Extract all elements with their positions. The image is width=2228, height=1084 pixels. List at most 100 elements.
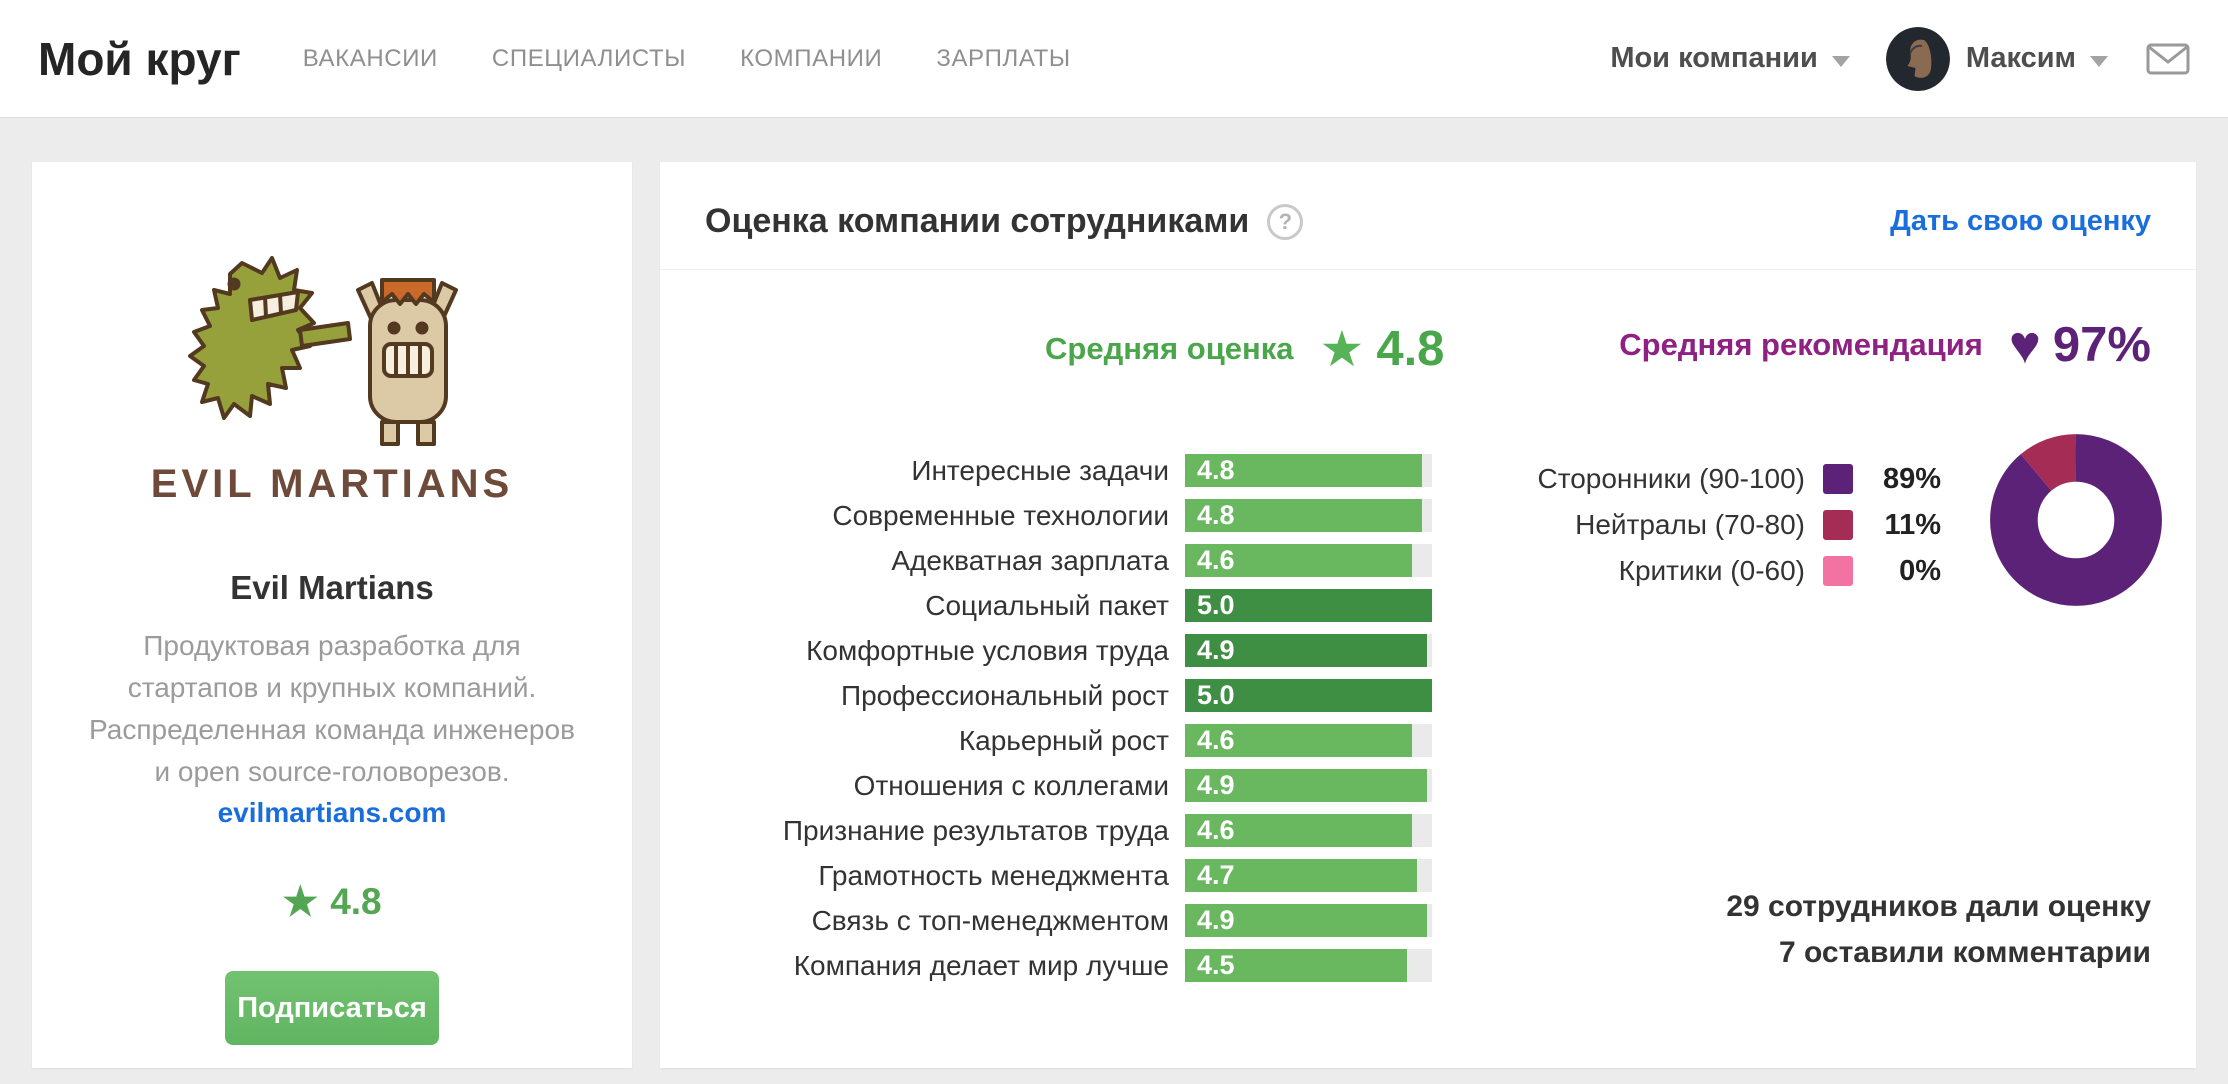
legend-color-swatch — [1823, 556, 1853, 586]
company-website-link[interactable]: evilmartians.com — [217, 797, 447, 828]
panel-header: Оценка компании сотрудниками ? Дать свою… — [660, 162, 2196, 270]
legend-row: Критики (0-60) 0% — [1445, 554, 1941, 588]
rating-value: 4.5 — [1197, 950, 1235, 980]
chevron-down-icon — [1831, 55, 1850, 67]
rating-value: 4.6 — [1197, 815, 1235, 845]
company-card: EVIL MARTIANS Evil Martians Продуктовая … — [32, 162, 632, 1068]
rating-row: Интересные задачи 4.8 — [705, 454, 1432, 487]
rating-value: 4.7 — [1197, 860, 1235, 890]
user-avatar[interactable] — [1885, 26, 1950, 91]
rating-category-label: Карьерный рост — [958, 724, 1169, 756]
rating-category-label: Комфортные условия труда — [806, 634, 1169, 666]
main-content: EVIL MARTIANS Evil Martians Продуктовая … — [0, 118, 2228, 1068]
recommendation-donut-chart — [1988, 432, 2164, 608]
rating-bar-track: 4.6 — [1185, 724, 1432, 757]
company-name: Evil Martians — [230, 569, 434, 606]
rating-bar-track: 4.9 — [1185, 904, 1432, 937]
rating-bar-track: 4.9 — [1185, 634, 1432, 667]
rating-row: Адекватная зарплата 4.6 — [705, 544, 1432, 577]
rating-row: Профессиональный рост 5.0 — [705, 679, 1432, 712]
rating-row: Признание результатов труда 4.6 — [705, 814, 1432, 847]
company-rating-value: 4.8 — [330, 881, 382, 922]
rating-bar-fill: 5.0 — [1185, 589, 1432, 622]
panel-title: Оценка компании сотрудниками — [705, 202, 1250, 240]
mail-icon — [2146, 43, 2190, 74]
header-right: Мои компании Максим — [1610, 26, 2190, 91]
my-companies-menu[interactable]: Мои компании — [1610, 42, 1850, 75]
rating-bar-fill: 4.9 — [1185, 904, 1428, 937]
average-rating: Средняя оценка ★ 4.8 — [1045, 320, 1444, 378]
nav-item-companies[interactable]: КОМПАНИИ — [740, 44, 883, 72]
site-logo[interactable]: Мой круг — [38, 32, 241, 85]
user-name: Максим — [1965, 42, 2076, 74]
rating-bar-fill: 4.8 — [1185, 499, 1423, 532]
rating-row: Социальный пакет 5.0 — [705, 589, 1432, 622]
rating-row: Компания делает мир лучше 4.5 — [705, 949, 1432, 982]
heart-icon: ♥ — [2008, 315, 2041, 375]
rating-category-label: Признание результатов труда — [782, 814, 1169, 846]
rating-bar-fill: 4.6 — [1185, 724, 1413, 757]
rating-row: Карьерный рост 4.6 — [705, 724, 1432, 757]
company-logo-caption: EVIL MARTIANS — [150, 462, 514, 506]
donut-svg — [1990, 434, 2162, 606]
user-menu[interactable]: Максим — [1966, 42, 2108, 75]
rating-bar-fill: 4.9 — [1185, 769, 1428, 802]
rating-bar-fill: 4.9 — [1185, 634, 1428, 667]
legend-percentage: 11% — [1884, 508, 1941, 541]
rating-value: 4.8 — [1197, 500, 1235, 530]
legend-color-swatch — [1823, 464, 1853, 494]
chevron-down-icon — [2090, 55, 2108, 67]
donut-slice — [1990, 434, 2162, 606]
rating-value: 4.6 — [1197, 725, 1235, 755]
ratings-bar-chart: Интересные задачи 4.8 Современные технолог… — [705, 454, 1432, 994]
legend-color-swatch — [1823, 510, 1853, 540]
company-rating: ★ 4.8 — [32, 879, 632, 925]
rating-category-label: Компания делает мир лучше — [793, 949, 1169, 981]
employees-rated-count: 29 сотрудников дали оценку — [1726, 890, 2151, 923]
mail-button[interactable] — [2146, 43, 2190, 75]
subscribe-button[interactable]: Подписаться — [225, 971, 439, 1045]
comments-left-count: 7 оставили комментарии — [1778, 936, 2151, 969]
rating-row: Отношения с коллегами 4.9 — [705, 769, 1432, 802]
average-recommendation-value: 97% — [2052, 318, 2151, 372]
rating-bar-track: 4.9 — [1185, 769, 1432, 802]
legend-percentage: 89% — [1882, 462, 1941, 495]
legend-label: Нейтралы (70-80) — [1575, 509, 1805, 540]
ratings-panel: Оценка компании сотрудниками ? Дать свою… — [660, 162, 2196, 1068]
legend-row: Сторонники (90-100) 89% — [1445, 462, 1941, 496]
rating-bar-track: 4.7 — [1185, 859, 1432, 892]
legend-label: Сторонники (90-100) — [1537, 463, 1805, 494]
rating-bar-fill: 4.6 — [1185, 814, 1413, 847]
rating-bar-fill: 4.5 — [1185, 949, 1408, 982]
rating-category-label: Отношения с коллегами — [853, 769, 1169, 801]
average-recommendation-label: Средняя рекомендация — [1619, 327, 1983, 362]
rating-bar-fill: 4.6 — [1185, 544, 1413, 577]
nav-item-salaries[interactable]: ЗАРПЛАТЫ — [936, 44, 1071, 72]
rating-value: 4.9 — [1197, 635, 1235, 665]
rating-bar-track: 5.0 — [1185, 679, 1432, 712]
rating-row: Современные технологии 4.8 — [705, 499, 1432, 532]
average-recommendation: Средняя рекомендация ♥ 97% — [1619, 317, 2151, 373]
nav-item-vacancies[interactable]: ВАКАНСИИ — [302, 44, 438, 72]
rating-category-label: Профессиональный рост — [840, 679, 1169, 711]
rating-bar-track: 4.8 — [1185, 499, 1432, 532]
help-icon[interactable]: ? — [1267, 203, 1304, 240]
rating-bar-track: 4.8 — [1185, 454, 1432, 487]
give-rating-link[interactable]: Дать свою оценку — [1890, 205, 2151, 237]
my-companies-label: Мои компании — [1610, 42, 1818, 74]
rating-value: 5.0 — [1197, 680, 1235, 710]
rating-value: 4.9 — [1197, 905, 1235, 935]
rating-category-label: Социальный пакет — [925, 589, 1169, 621]
rating-value: 4.8 — [1197, 455, 1235, 485]
average-rating-value: 4.8 — [1376, 322, 1445, 376]
main-nav: ВАКАНСИИ СПЕЦИАЛИСТЫ КОМПАНИИ ЗАРПЛАТЫ — [303, 45, 1071, 73]
average-rating-label: Средняя оценка — [1045, 331, 1294, 366]
legend-label: Критики (0-60) — [1618, 555, 1805, 586]
rating-category-label: Современные технологии — [832, 499, 1169, 531]
star-icon: ★ — [282, 880, 319, 924]
company-logo — [188, 256, 458, 446]
rating-category-label: Интересные задачи — [911, 454, 1169, 486]
nav-item-specialists[interactable]: СПЕЦИАЛИСТЫ — [491, 44, 687, 72]
avatar-image — [1885, 26, 1950, 91]
rating-bar-fill: 4.8 — [1185, 454, 1423, 487]
